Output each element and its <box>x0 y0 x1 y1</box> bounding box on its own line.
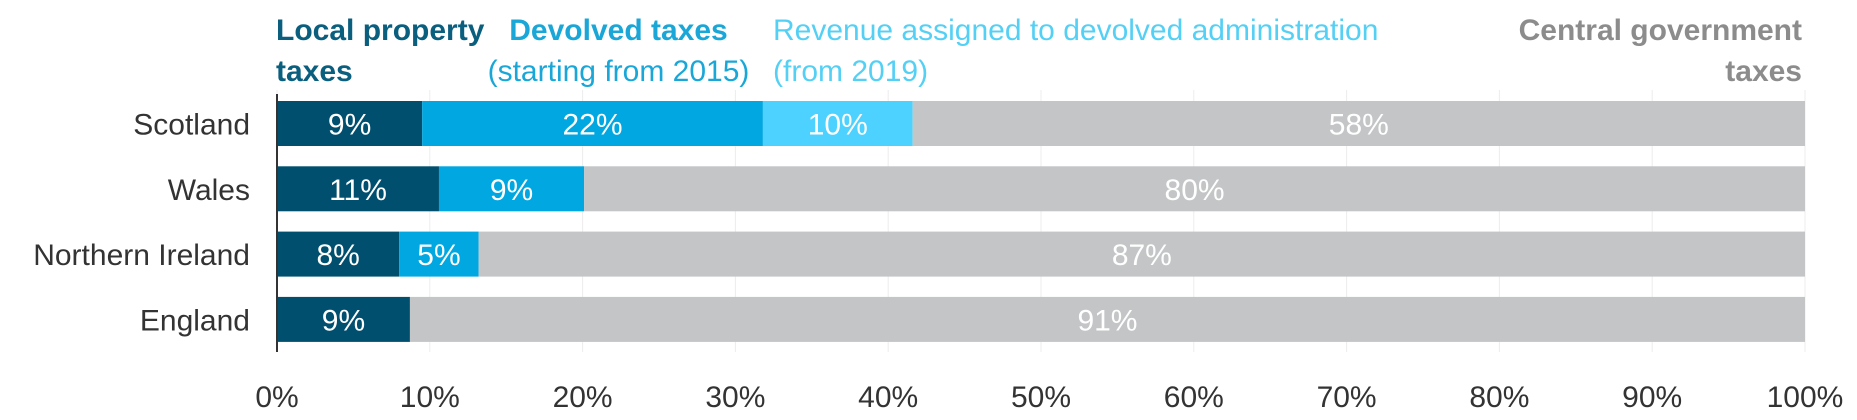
data-label: 10% <box>808 109 868 142</box>
legend-central-government-taxes: Central government taxes <box>1519 10 1802 92</box>
bar-segment <box>438 166 585 212</box>
x-tick-label: 10% <box>400 381 460 414</box>
bar-segment <box>478 231 1805 277</box>
legend-devolved-line2: (starting from 2015) <box>487 55 750 88</box>
legend-revenue-assigned: Revenue assigned to devolved administrat… <box>773 10 1378 92</box>
legend-devolved-taxes: Devolved taxes (starting from 2015) <box>476 10 761 92</box>
bar-segment <box>277 166 439 212</box>
bar-segment <box>912 101 1805 146</box>
x-tick-label: 70% <box>1317 381 1377 414</box>
legend-local-line2: taxes <box>276 55 353 88</box>
x-tick-label: 30% <box>705 381 765 414</box>
bar-segment <box>422 101 763 146</box>
bar-segment <box>277 296 410 342</box>
bar-segment <box>277 231 400 277</box>
data-label: 22% <box>563 109 623 142</box>
category-label: Scotland <box>133 109 250 142</box>
bar-segment <box>584 166 1806 212</box>
bar-segment <box>277 101 423 146</box>
bars: 9% 22% 10% 58% 11% 9% 80% 8% 5% 87% 9% 91% <box>277 101 1806 342</box>
data-label: 9% <box>322 304 365 337</box>
x-tick-labels: 0% 10% 20% 30% 40% 50% 60% 70% 80% 90% 100% <box>255 381 1843 414</box>
legend-central-line2: taxes <box>1725 55 1802 88</box>
legend-revenue-line2: (from 2019) <box>773 55 929 88</box>
x-tick-label: 60% <box>1164 381 1224 414</box>
category-label: England <box>140 304 250 337</box>
data-label: 58% <box>1329 109 1389 142</box>
x-tick-label: 100% <box>1767 381 1844 414</box>
x-tick-label: 80% <box>1469 381 1529 414</box>
data-label: 5% <box>417 239 460 272</box>
data-label: 87% <box>1112 239 1172 272</box>
category-labels: Scotland Wales Northern Ireland England <box>33 109 250 338</box>
legend-local-property-taxes: Local property taxes <box>276 10 484 92</box>
bar-segment <box>399 231 479 277</box>
x-tick-label: 0% <box>255 381 298 414</box>
x-tick-label: 40% <box>858 381 918 414</box>
data-label: 11% <box>329 174 387 207</box>
bar-segment <box>762 101 913 146</box>
data-label: 9% <box>328 109 371 142</box>
bar-segment <box>409 296 1805 342</box>
category-label: Wales <box>168 174 250 207</box>
legend-devolved-line1: Devolved taxes <box>509 14 728 47</box>
x-tick-label: 50% <box>1011 381 1071 414</box>
data-label: 80% <box>1165 174 1225 207</box>
data-label: 8% <box>316 239 359 272</box>
x-tick-label: 20% <box>553 381 613 414</box>
category-label: Northern Ireland <box>33 239 250 272</box>
legend-central-line1: Central government <box>1518 14 1802 47</box>
legend-local-line1: Local property <box>276 14 485 47</box>
data-label: 9% <box>490 174 533 207</box>
legend-revenue-line1: Revenue assigned to devolved administrat… <box>773 14 1379 47</box>
x-tick-label: 90% <box>1622 381 1682 414</box>
data-label: 91% <box>1077 304 1137 337</box>
